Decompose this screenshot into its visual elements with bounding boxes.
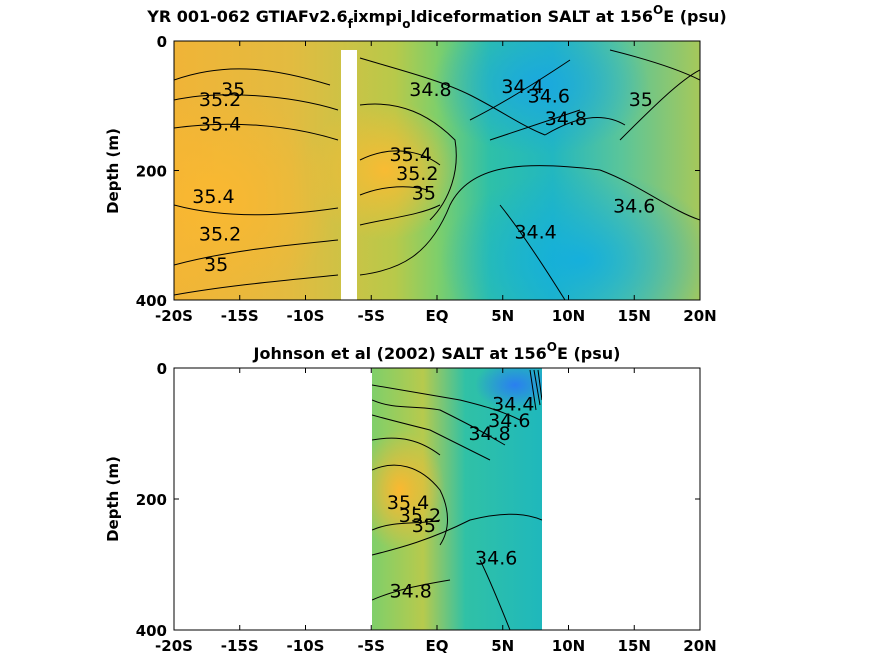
x-tick-label: -5S bbox=[358, 307, 385, 325]
x-tick-label: EQ bbox=[426, 307, 449, 325]
contour-label: 35.2 bbox=[199, 89, 241, 111]
contour-label: 34.4 bbox=[492, 394, 534, 416]
contour-label: 35.2 bbox=[199, 223, 241, 245]
bottom-axis-ticks: -20S -15S -10S -5S EQ 5N 10N 15N 20N 0 200 400 bbox=[136, 360, 717, 655]
contour-label: 34.8 bbox=[545, 108, 587, 130]
x-tick-label: -20S bbox=[155, 637, 193, 655]
title-part-tail: E (psu) bbox=[557, 344, 621, 363]
top-axis-ticks: -20S -15S -10S -5S EQ 5N 10N 15N 20N 0 200 400 bbox=[136, 33, 717, 325]
title-part-pre: YR 001-062 GTIAFv2.6 bbox=[146, 7, 347, 26]
contour-label: 35.2 bbox=[399, 505, 441, 527]
x-tick-label: -15S bbox=[221, 637, 259, 655]
top-panel: YR 001-062 GTIAFv2.6fixmpioldiceformatio… bbox=[104, 3, 727, 325]
title-part-sup: O bbox=[653, 3, 663, 17]
top-contour-labels: 3535.235.435.435.23534.835.435.23534.434… bbox=[192, 76, 655, 276]
title-part-sub2: o bbox=[402, 17, 410, 31]
x-tick-label: -10S bbox=[287, 637, 325, 655]
y-tick-label: 200 bbox=[136, 163, 167, 181]
y-tick-label: 400 bbox=[136, 622, 167, 640]
contour-label: 35 bbox=[221, 79, 245, 101]
top-y-axis-label: Depth (m) bbox=[104, 128, 122, 214]
bottom-y-axis-label: Depth (m) bbox=[104, 456, 122, 542]
title-part-post: ldiceformation SALT at 156 bbox=[410, 7, 653, 26]
bottom-panel: Johnson et al (2002) SALT at 156OE (psu)… bbox=[104, 340, 717, 655]
x-tick-label: 10N bbox=[552, 307, 585, 325]
contour-label: 35.4 bbox=[199, 113, 241, 135]
x-tick-label: -5S bbox=[358, 637, 385, 655]
missing-data-band bbox=[341, 50, 357, 300]
contour-label: 34.6 bbox=[488, 410, 530, 432]
x-tick-label: -20S bbox=[155, 307, 193, 325]
contour-label: 34.8 bbox=[468, 423, 510, 445]
x-tick-label: 20N bbox=[683, 307, 716, 325]
x-tick-label: -15S bbox=[221, 307, 259, 325]
contour-label: 34.4 bbox=[501, 76, 543, 98]
title-part-mid: ixmpi bbox=[353, 7, 402, 26]
bottom-salinity-field bbox=[372, 368, 542, 630]
x-tick-label: 15N bbox=[618, 637, 651, 655]
contour-label: 34.8 bbox=[390, 580, 432, 602]
title-part-tail: E (psu) bbox=[663, 7, 727, 26]
y-tick-label: 0 bbox=[157, 360, 167, 378]
contour-label: 35 bbox=[412, 515, 436, 537]
contour-label: 35 bbox=[629, 89, 653, 111]
x-tick-label: 5N bbox=[491, 637, 514, 655]
contour-label: 35.4 bbox=[390, 144, 432, 166]
x-tick-label: 15N bbox=[618, 307, 651, 325]
bottom-panel-title: Johnson et al (2002) SALT at 156OE (psu) bbox=[253, 340, 621, 363]
x-tick-label: 20N bbox=[683, 637, 716, 655]
contour-label: 35 bbox=[204, 254, 228, 276]
contour-label: 34.6 bbox=[475, 548, 517, 570]
y-tick-label: 0 bbox=[157, 33, 167, 51]
x-tick-label: 5N bbox=[491, 307, 514, 325]
x-tick-label: -10S bbox=[287, 307, 325, 325]
contour-label: 34.6 bbox=[528, 86, 570, 108]
title-part-sub1: f bbox=[348, 17, 354, 31]
contour-label: 35.2 bbox=[396, 163, 438, 185]
contour-label: 34.8 bbox=[409, 79, 451, 101]
contour-label: 35.4 bbox=[387, 492, 429, 514]
y-tick-label: 400 bbox=[136, 292, 167, 310]
contour-label: 34.6 bbox=[613, 196, 655, 218]
top-salinity-field bbox=[174, 41, 700, 300]
contour-label: 35.4 bbox=[192, 186, 234, 208]
contour-label: 34.4 bbox=[514, 221, 556, 243]
contour-label: 35 bbox=[412, 183, 436, 205]
y-tick-label: 200 bbox=[136, 491, 167, 509]
x-tick-label: EQ bbox=[426, 637, 449, 655]
title-part-pre: Johnson et al (2002) SALT at 156 bbox=[253, 344, 547, 363]
top-panel-title: YR 001-062 GTIAFv2.6fixmpioldiceformatio… bbox=[146, 3, 726, 31]
x-tick-label: 10N bbox=[552, 637, 585, 655]
title-part-sup: O bbox=[547, 340, 557, 354]
